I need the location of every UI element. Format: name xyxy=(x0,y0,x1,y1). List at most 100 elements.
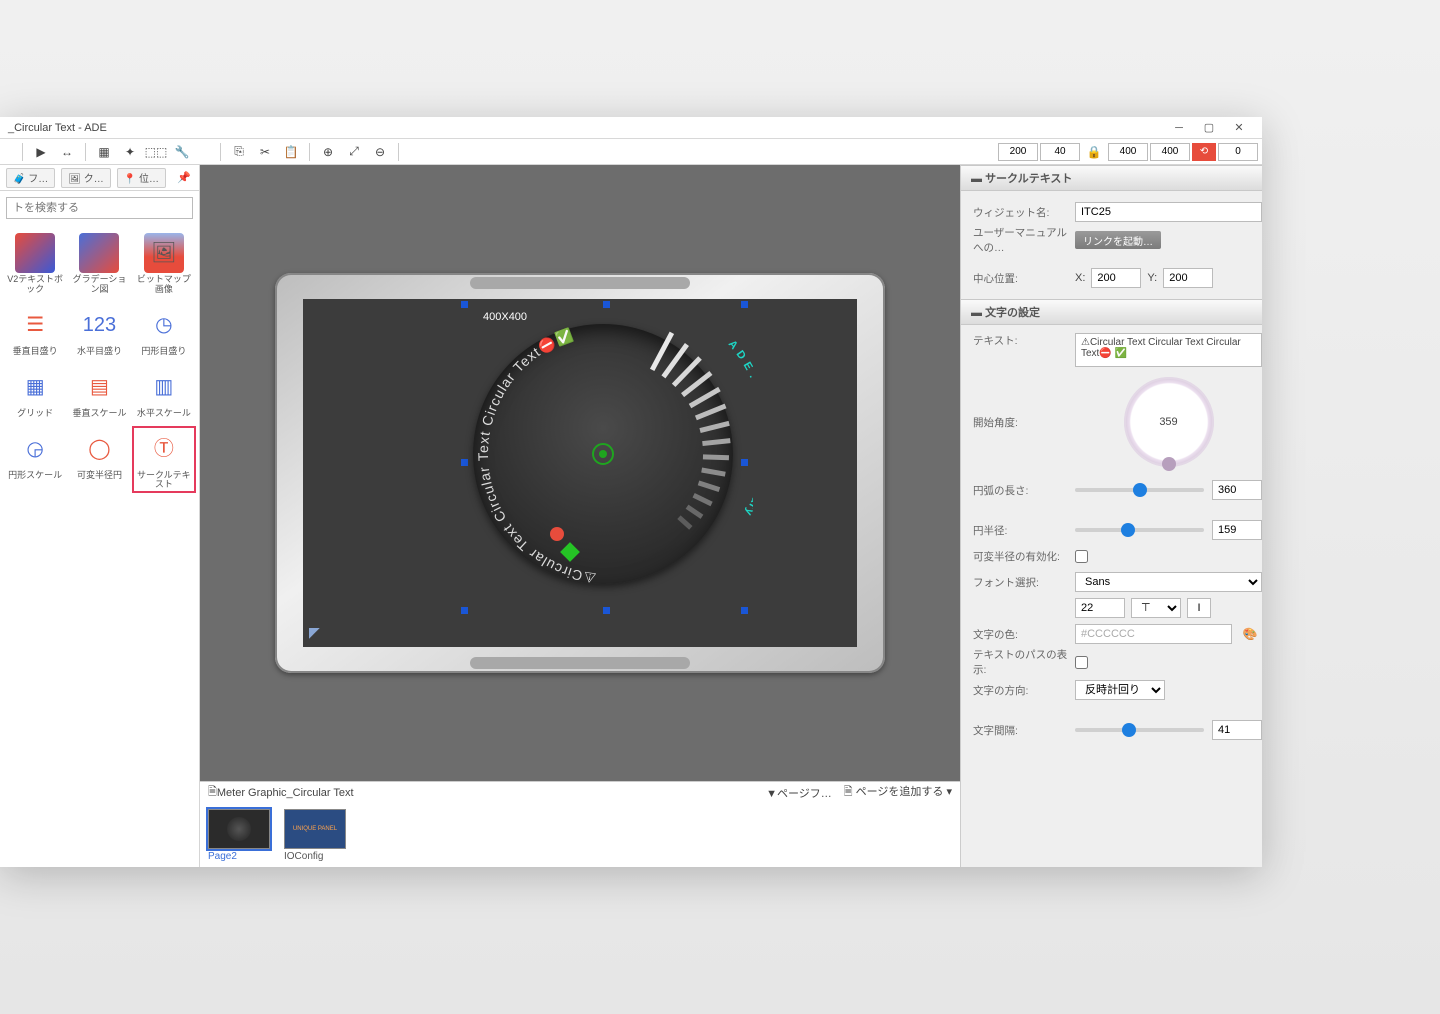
center-y-input[interactable] xyxy=(1163,268,1213,288)
launch-link-button[interactable]: リンクを起動… xyxy=(1075,231,1161,249)
widget-label: 垂直目盛り xyxy=(13,347,58,357)
canvas-viewport[interactable]: 400X400 xyxy=(200,165,960,781)
prop-label: ユーザーマニュアルへの… xyxy=(973,225,1069,255)
page-thumb-img xyxy=(208,809,270,849)
widget-gradient[interactable]: グラデーション図 xyxy=(70,233,128,295)
app-window: _Circular Text - ADE ─ ▢ ✕ ▶ ↔ ▦ ✦ ⬚⬚ 🔧 … xyxy=(0,117,1262,867)
arc-length-slider[interactable] xyxy=(1075,488,1204,492)
close-button[interactable]: ✕ xyxy=(1224,118,1254,138)
grid-icon[interactable]: ▦ xyxy=(92,141,116,163)
sel-handle[interactable] xyxy=(741,607,748,614)
font-style-select[interactable]: ⊤ xyxy=(1131,598,1181,618)
widget-grid[interactable]: ▦ グリッド xyxy=(6,367,64,419)
widget-sidebar: 🧳 フ… 🖼 ク… 📍 位… 📌 V2テキストボック グラデーション図 🖼 xyxy=(0,165,200,867)
device-screen: 400X400 xyxy=(303,299,857,647)
radius-input[interactable] xyxy=(1212,520,1262,540)
zoom-in-icon[interactable]: ⊕ xyxy=(316,141,340,163)
wrench-icon[interactable]: 🔧 xyxy=(170,141,194,163)
height-input[interactable] xyxy=(1040,143,1080,161)
widget-v2textbox[interactable]: V2テキストボック xyxy=(6,233,64,295)
sidebar-filter-3[interactable]: 📍 位… xyxy=(117,168,166,188)
sel-handle[interactable] xyxy=(603,607,610,614)
link-icon[interactable]: ⟲ xyxy=(1192,143,1216,161)
copy-icon[interactable]: ⎘ xyxy=(227,141,251,163)
zoom-out-icon[interactable]: ⊖ xyxy=(368,141,392,163)
widget-label: V2テキストボック xyxy=(6,275,64,295)
show-path-checkbox[interactable] xyxy=(1075,656,1088,669)
spacing-slider[interactable] xyxy=(1075,728,1204,732)
sel-handle[interactable] xyxy=(461,607,468,614)
color-picker-icon[interactable]: 🎨 xyxy=(1238,623,1262,645)
direction-select[interactable]: 反時計回り xyxy=(1075,680,1165,700)
widget-vscale[interactable]: ☰ 垂直目盛り xyxy=(6,305,64,357)
sidebar-toolbar: 🧳 フ… 🖼 ク… 📍 位… 📌 xyxy=(0,165,200,191)
rot-input[interactable] xyxy=(1218,143,1258,161)
page-doc-icon: 🗎 xyxy=(208,783,217,802)
widget-label: サークルテキスト xyxy=(135,471,193,491)
var-radius-checkbox[interactable] xyxy=(1075,550,1088,563)
device-frame: 400X400 xyxy=(275,273,885,673)
widget-circletext[interactable]: Ⓣ サークルテキスト xyxy=(135,429,193,491)
prop-label: 円弧の長さ: xyxy=(973,483,1069,498)
widget-label: 垂直スケール xyxy=(72,409,126,419)
zoom-fit-icon[interactable]: ⤢ xyxy=(342,141,366,163)
width-input[interactable] xyxy=(998,143,1038,161)
main-split: 🧳 フ… 🖼 ク… 📍 位… 📌 V2テキストボック グラデーション図 🖼 xyxy=(0,165,1262,867)
maximize-button[interactable]: ▢ xyxy=(1194,118,1224,138)
sidebar-filter-2[interactable]: 🖼 ク… xyxy=(61,168,110,188)
widget-vscale2[interactable]: ▤ 垂直スケール xyxy=(70,367,128,419)
play-icon[interactable]: ▶ xyxy=(29,141,53,163)
angle-value: 359 xyxy=(1159,416,1177,428)
widget-circscale2[interactable]: ◶ 円形スケール xyxy=(6,429,64,491)
widget-name-input[interactable] xyxy=(1075,202,1262,222)
page-thumb-label: Page2 xyxy=(208,851,270,862)
prop-label: 文字の方向: xyxy=(973,683,1069,698)
page-filter-btn[interactable]: ▼ページフ… xyxy=(766,785,832,801)
radius-slider[interactable] xyxy=(1075,528,1204,532)
cut-icon[interactable]: ✂ xyxy=(253,141,277,163)
font-italic-btn[interactable]: I xyxy=(1187,598,1211,618)
widget-circscale[interactable]: ◷ 円形目盛り xyxy=(135,305,193,357)
widget-varradius[interactable]: ◯ 可変半径円 xyxy=(70,429,128,491)
paste-icon[interactable]: 📋 xyxy=(279,141,303,163)
angle-dial[interactable]: 359 xyxy=(1124,377,1214,467)
text-value-input[interactable]: ⚠Circular Text Circular Text Circular Te… xyxy=(1075,333,1262,367)
widget-hscale2[interactable]: ▥ 水平スケール xyxy=(135,367,193,419)
widget-label: 円形目盛り xyxy=(141,347,186,357)
prop-label: 文字の色: xyxy=(973,627,1069,642)
expand-icon[interactable]: ↔ xyxy=(55,141,79,163)
pin-icon[interactable]: 📌 xyxy=(174,168,194,188)
section-header-circle[interactable]: ▬ サークルテキスト xyxy=(961,165,1262,191)
canvas-area: 400X400 xyxy=(200,165,960,867)
gauge-widget[interactable]: ⚠Circular Text Circular Text Circular Te… xyxy=(463,299,753,579)
widget-bitmap[interactable]: 🖼 ビットマップ画像 xyxy=(135,233,193,295)
arc-length-input[interactable] xyxy=(1212,480,1262,500)
page-thumb[interactable]: Page2 xyxy=(208,809,270,862)
widget-hscale[interactable]: 123 水平目盛り xyxy=(70,305,128,357)
prop-label: 可変半径の有効化: xyxy=(973,549,1069,564)
prop-label: フォント選択: xyxy=(973,575,1069,590)
center-x-input[interactable] xyxy=(1091,268,1141,288)
font-select[interactable]: Sans xyxy=(1075,572,1262,592)
widget-label: 水平スケール xyxy=(137,409,191,419)
y-input[interactable] xyxy=(1150,143,1190,161)
puzzle-icon[interactable]: ✦ xyxy=(118,141,142,163)
spacing-input[interactable] xyxy=(1212,720,1262,740)
x-input[interactable] xyxy=(1108,143,1148,161)
font-size-input[interactable] xyxy=(1075,598,1125,618)
add-page-btn[interactable]: 🗎 ページを追加する ▾ xyxy=(844,783,952,802)
minimize-button[interactable]: ─ xyxy=(1164,118,1194,138)
widget-search-input[interactable] xyxy=(6,197,193,219)
lock-icon[interactable]: 🔒 xyxy=(1082,141,1106,163)
sidebar-filter-1[interactable]: 🧳 フ… xyxy=(6,168,55,188)
y-label: Y: xyxy=(1147,272,1157,284)
prop-label: テキスト: xyxy=(973,333,1069,348)
modules-icon[interactable]: ⬚⬚ xyxy=(144,141,168,163)
text-color-input[interactable] xyxy=(1075,624,1232,644)
section-header-text[interactable]: ▬ 文字の設定 xyxy=(961,299,1262,325)
widget-label: グラデーション図 xyxy=(70,275,128,295)
page-thumb[interactable]: UNIQUE PANEL IOConfig xyxy=(284,809,346,862)
frame-notch-top xyxy=(470,277,690,289)
x-label: X: xyxy=(1075,272,1085,284)
gauge-center-icon xyxy=(592,443,614,465)
